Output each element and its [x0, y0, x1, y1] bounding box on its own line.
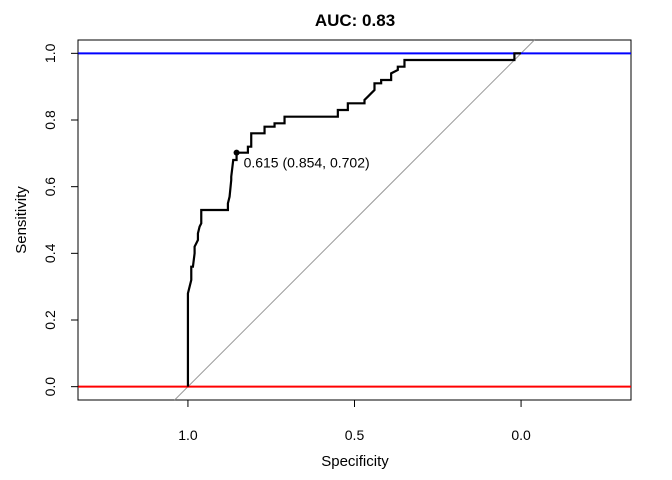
x-tick-label: 0.0 — [511, 427, 531, 443]
roc-curve-line — [186, 52, 522, 387]
plot-area: 0.615 (0.854, 0.702) — [77, 39, 632, 401]
y-tick-label: 0.6 — [42, 177, 58, 197]
chart-title: AUC: 0.83 — [315, 11, 395, 30]
y-axis: 0.0 0.2 0.4 0.6 0.8 1.0 — [42, 43, 79, 397]
best-threshold-label: 0.615 (0.854, 0.702) — [244, 155, 370, 171]
x-axis-label: Specificity — [321, 453, 389, 470]
y-tick-label: 1.0 — [42, 43, 58, 63]
chance-diagonal-line — [174, 39, 535, 401]
y-axis-label: Sensitivity — [13, 186, 30, 254]
x-tick-label: 0.5 — [345, 427, 365, 443]
best-threshold-point — [233, 149, 240, 156]
y-tick-label: 0.0 — [42, 377, 58, 397]
x-axis: 1.0 0.5 0.0 — [178, 399, 531, 443]
y-tick-label: 0.8 — [42, 110, 58, 130]
y-tick-label: 0.4 — [42, 243, 58, 263]
y-tick-label: 0.2 — [42, 310, 58, 330]
x-tick-label: 1.0 — [178, 427, 198, 443]
